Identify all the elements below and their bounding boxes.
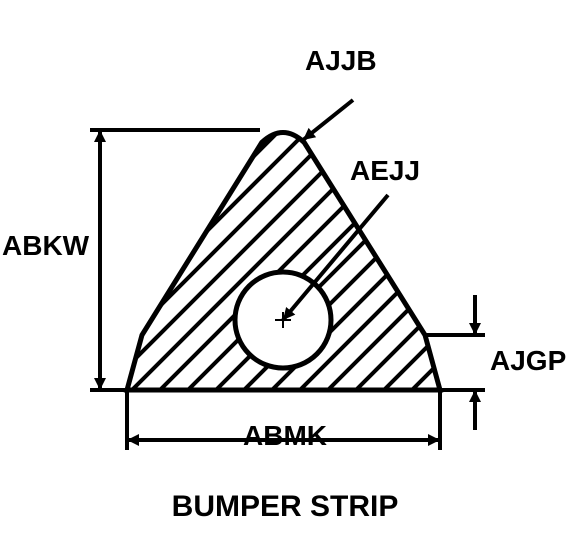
label-aejj: AEJJ [350, 155, 420, 187]
leader-ajjb [303, 100, 353, 140]
diagram-container: AJJB AEJJ ABKW ABMK AJGP BUMPER STRIP [0, 0, 570, 540]
diagram-title: BUMPER STRIP [0, 490, 570, 524]
label-abkw: ABKW [2, 230, 89, 262]
label-abmk: ABMK [243, 420, 327, 452]
diagram-svg [0, 0, 570, 540]
label-ajgp: AJGP [490, 345, 566, 377]
label-ajjb: AJJB [305, 45, 377, 77]
